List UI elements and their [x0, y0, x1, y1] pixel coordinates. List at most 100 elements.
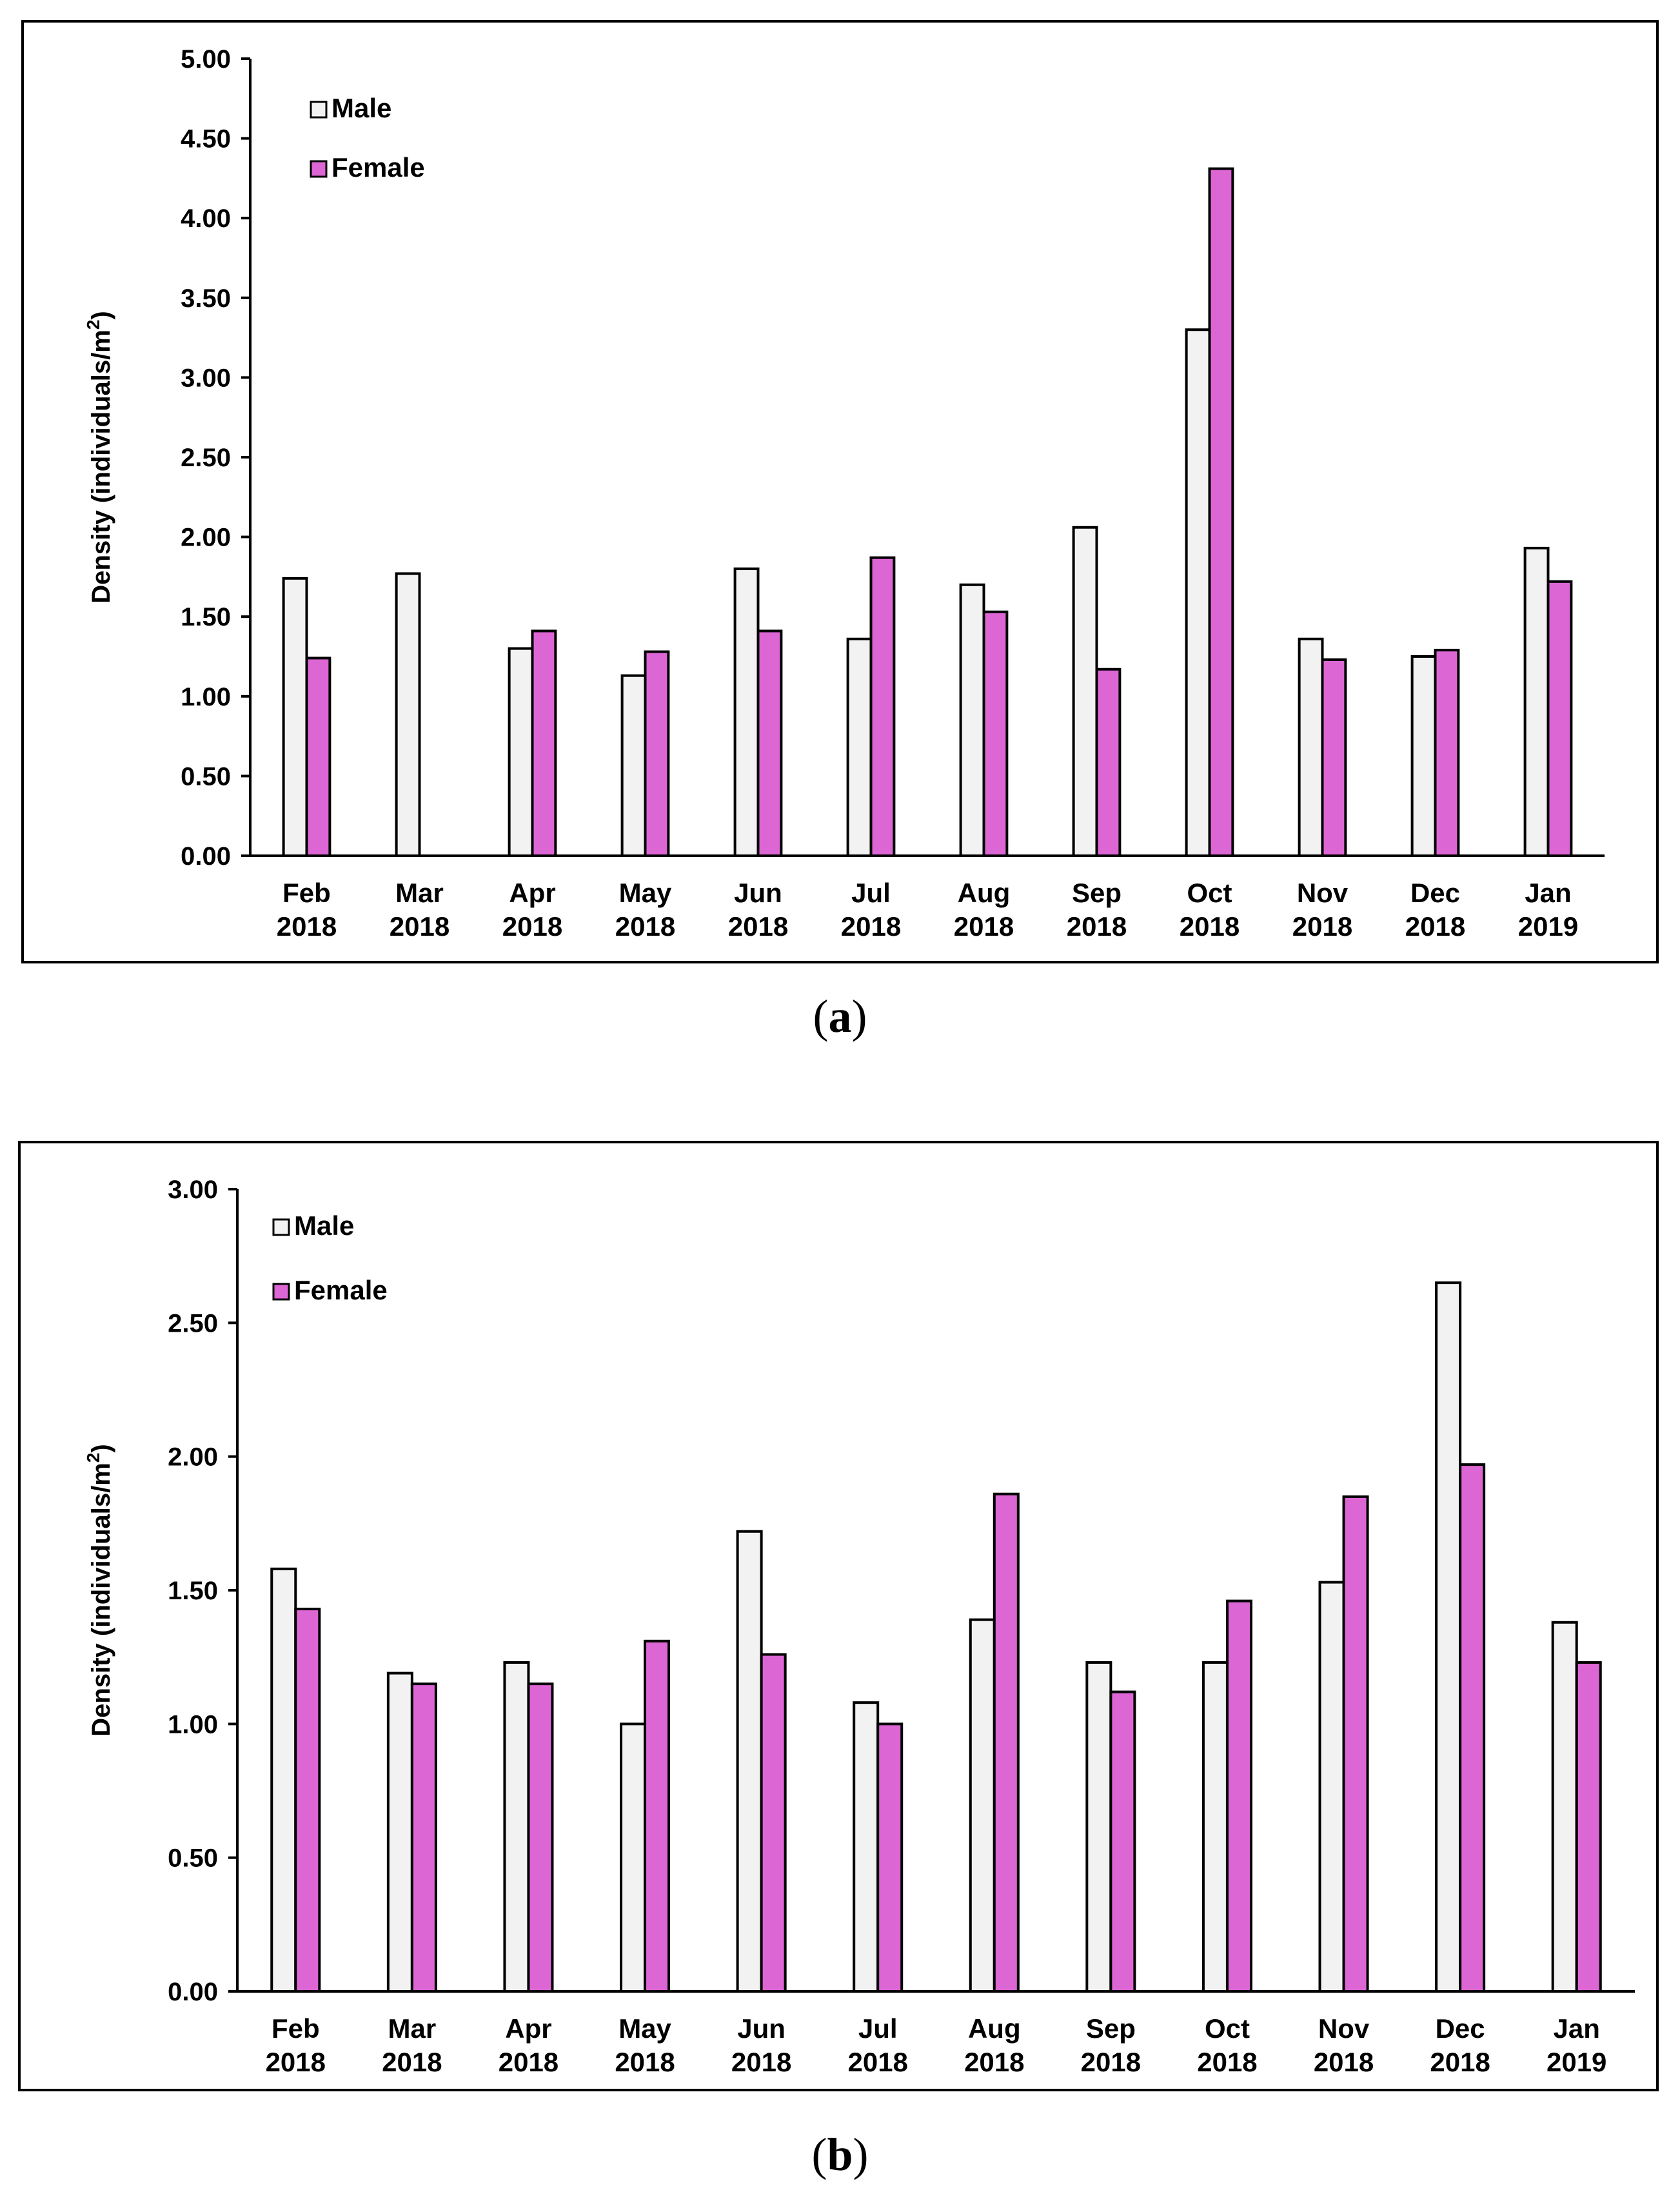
y-tick-label: 2.00 [181, 524, 231, 552]
y-axis-label: Density (individuals/m2) [83, 1444, 115, 1736]
x-tick-label-year: 2018 [499, 2047, 558, 2077]
y-axis-title: Density (individuals/m2) [83, 311, 115, 603]
x-tick-label-year: 2018 [1430, 2047, 1490, 2077]
x-tick-label-month: Sep [1072, 878, 1122, 908]
x-tick-label-month: Feb [282, 878, 331, 908]
bar-female-may-2018 [644, 1639, 671, 1993]
bar-female-jun-2018 [760, 1653, 787, 1993]
y-tick-label: 5.00 [181, 45, 231, 74]
chart-panel-a: Density (individuals/m2) 0.00 0.50 1.00 1.5… [21, 20, 1659, 963]
x-tick-label-year: 2018 [728, 911, 788, 942]
bar-female-aug-2018 [993, 1492, 1020, 1993]
bar-male-jan-2019 [1523, 546, 1550, 857]
chart-panel-b: Density (individuals/m2) 0.00 0.50 1.00 1.5… [18, 1141, 1659, 2091]
bar-male-apr-2018 [508, 647, 534, 857]
x-tick-label-month: Sep [1086, 2013, 1136, 2044]
bar-female-jan-2019 [1575, 1661, 1602, 1993]
x-tick-label-year: 2018 [731, 2047, 791, 2077]
y-tick-label: 0.00 [181, 842, 231, 871]
x-tick-label-month: Dec [1436, 2013, 1485, 2044]
chart-frame [18, 1141, 1659, 2091]
legend: Male Female [310, 93, 425, 183]
bar-male-dec-2018 [1410, 655, 1437, 857]
legend-swatch-male [310, 101, 328, 119]
x-tick-label-month: Oct [1205, 2013, 1250, 2044]
y-tick-label: 2.50 [168, 1309, 218, 1337]
bar-male-oct-2018 [1185, 328, 1211, 857]
x-tick-label-year: 2018 [382, 2047, 442, 2077]
bar-female-jul-2018 [869, 556, 896, 858]
legend-swatch-male [272, 1218, 290, 1236]
bar-male-may-2018 [620, 1722, 647, 1993]
x-tick-label-year: 2018 [847, 2047, 907, 2077]
y-tick-label: 0.50 [168, 1844, 218, 1873]
x-tick-label-year: 2018 [615, 911, 675, 942]
bar-series [282, 167, 1573, 858]
bar-female-oct-2018 [1225, 1599, 1252, 1993]
x-tick-label-month: Nov [1297, 878, 1349, 908]
caption-b: (b) [811, 2129, 869, 2180]
bar-male-jul-2018 [846, 637, 873, 857]
x-tick-label-month: Aug [968, 2013, 1021, 2044]
x-tick-label-year: 2018 [1067, 911, 1127, 942]
bar-female-sep-2018 [1109, 1690, 1136, 1993]
x-tick-label-month: Apr [509, 878, 555, 908]
x-tick-label-month: Mar [388, 2013, 437, 2044]
x-tick-label-month: Oct [1187, 878, 1232, 908]
legend-swatch-female [310, 160, 328, 178]
x-axis: Feb2018Mar2018Apr2018May2018Jun2018Jul20… [277, 878, 1578, 942]
x-tick-label-year: 2018 [266, 2047, 326, 2077]
bar-male-apr-2018 [503, 1661, 530, 1993]
bar-male-nov-2018 [1318, 1581, 1345, 1993]
x-tick-label-month: May [618, 2013, 671, 2044]
bar-male-aug-2018 [969, 1618, 996, 1993]
x-tick-label-month: Jul [858, 2013, 898, 2044]
bar-female-apr-2018 [527, 1682, 554, 1993]
y-axis-title: Density (individuals/m2) [83, 1444, 115, 1736]
x-tick-label-month: Feb [272, 2013, 320, 2044]
x-tick-label-year: 2018 [841, 911, 901, 942]
legend-label-male: Male [331, 93, 391, 123]
x-tick-label-year: 2018 [1405, 911, 1465, 942]
bar-male-feb-2018 [270, 1567, 297, 1993]
bar-female-nov-2018 [1321, 658, 1347, 857]
bar-male-jun-2018 [733, 567, 760, 857]
y-tick-label: 1.50 [168, 1577, 218, 1605]
legend: Male Female [272, 1210, 388, 1305]
x-tick-label-month: Jun [737, 2013, 786, 2044]
x-tick-label-month: Apr [505, 2013, 551, 2044]
bar-female-sep-2018 [1095, 667, 1122, 857]
x-tick-label-year: 2018 [1197, 2047, 1257, 2077]
bar-male-sep-2018 [1072, 526, 1098, 857]
bar-male-dec-2018 [1435, 1281, 1462, 1993]
bar-female-jan-2019 [1547, 580, 1573, 857]
bar-female-mar-2018 [410, 1682, 437, 1993]
x-axis: Feb2018Mar2018Apr2018May2018Jun2018Jul20… [266, 2013, 1607, 2077]
legend-label-female: Female [331, 152, 425, 183]
y-tick-label: 1.00 [181, 683, 231, 711]
x-tick-label-year: 2018 [1081, 2047, 1141, 2077]
x-tick-label-month: Mar [395, 878, 444, 908]
y-tick-label: 2.50 [181, 444, 231, 472]
x-tick-label-month: May [619, 878, 672, 908]
legend-label-female: Female [294, 1275, 388, 1305]
x-tick-label-month: Jan [1554, 2013, 1600, 2044]
y-tick-label: 3.50 [181, 284, 231, 313]
y-tick-label: 4.00 [181, 204, 231, 233]
x-tick-label-year: 2018 [1314, 2047, 1374, 2077]
x-tick-label-month: Jun [734, 878, 782, 908]
bar-male-aug-2018 [959, 583, 985, 857]
bar-female-jun-2018 [756, 629, 783, 857]
x-tick-label-month: Jan [1525, 878, 1571, 908]
x-tick-label-year: 2018 [277, 911, 337, 942]
bar-female-aug-2018 [982, 610, 1009, 857]
y-axis: 0.00 0.50 1.00 1.50 2.00 2.50 3.00 3.50 4.00 4.50… [181, 45, 1605, 871]
bar-male-jan-2019 [1551, 1621, 1578, 1993]
bar-series [270, 1281, 1602, 1993]
x-tick-label-year: 2018 [954, 911, 1014, 942]
caption-a: (a) [813, 991, 867, 1042]
y-axis: 0.00 0.50 1.00 1.50 2.00 2.50 3.00 [168, 1176, 1635, 2006]
legend-swatch-female [272, 1283, 290, 1301]
y-axis-label: Density (individuals/m2) [83, 311, 115, 603]
x-tick-label-month: Jul [851, 878, 891, 908]
